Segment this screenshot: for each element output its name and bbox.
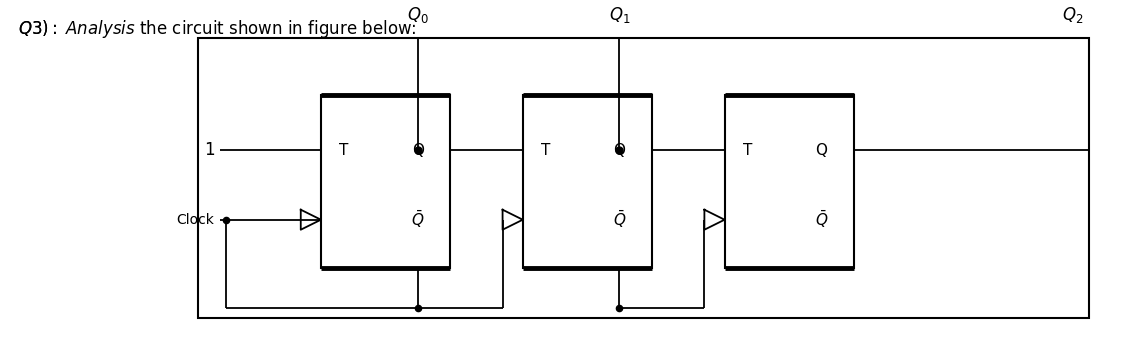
Text: Q: Q (614, 143, 625, 158)
Text: Q: Q (815, 143, 827, 158)
Text: Q: Q (411, 143, 424, 158)
Text: $Q_1$: $Q_1$ (609, 5, 631, 25)
Text: 1: 1 (203, 141, 215, 159)
Point (409, 147, 427, 153)
Text: $\bf{\it{Q3):}}$ $\bf{\it{Analysis}}$ the circuit shown in figure below:: $\bf{\it{Q3):}}$ $\bf{\it{Analysis}}$ th… (18, 18, 417, 40)
Text: Clock: Clock (176, 213, 215, 227)
Point (217, 217, 235, 223)
Point (610, 147, 628, 153)
Text: $Q_2$: $Q_2$ (1062, 5, 1084, 25)
Text: T: T (743, 143, 752, 158)
Text: $\bar{Q}$: $\bar{Q}$ (815, 209, 828, 230)
Text: T: T (339, 143, 348, 158)
Bar (321, 95, 450, 268)
Text: $Q_0$: $Q_0$ (407, 5, 428, 25)
Text: $\bar{Q}$: $\bar{Q}$ (613, 209, 626, 230)
Point (409, 306, 427, 311)
Bar (725, 95, 853, 268)
Text: $\bar{Q}$: $\bar{Q}$ (411, 209, 425, 230)
Text: $\it{Q3):}$: $\it{Q3):}$ (18, 18, 63, 38)
Bar (198, 38, 1089, 318)
Bar (523, 95, 652, 268)
Text: T: T (542, 143, 551, 158)
Point (610, 306, 628, 311)
